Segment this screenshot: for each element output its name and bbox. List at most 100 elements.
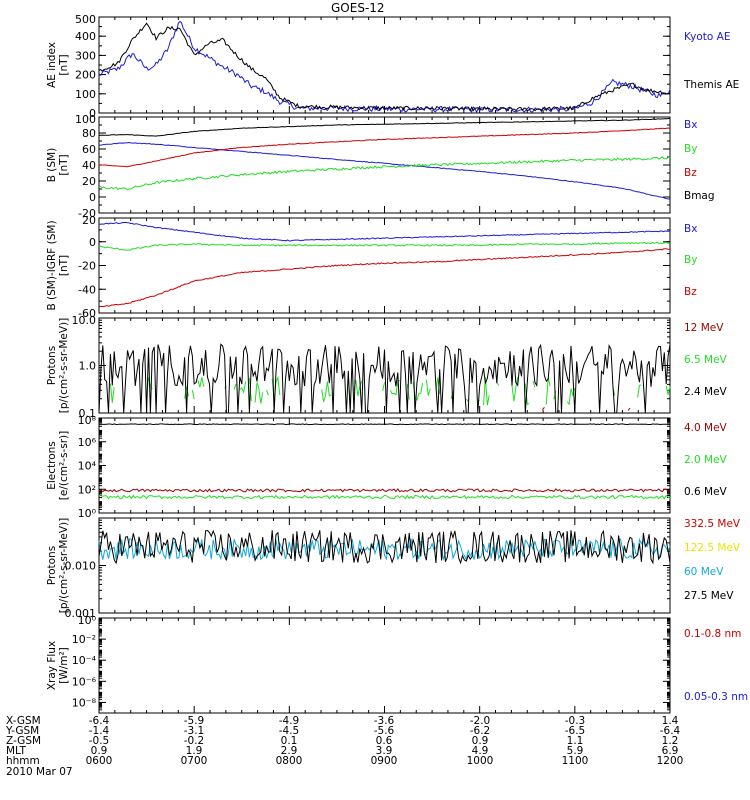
legend-4-0-mev: 4.0 MeV [684, 422, 728, 434]
ephemeris-value: -1.4 [88, 725, 110, 737]
y-tick-label: 300 [75, 49, 96, 62]
legend-12-mev: 12 MeV [684, 322, 724, 334]
y-axis-label: AE index[nT] [46, 42, 70, 88]
panel-1: 0 100 200 300 400 500 AE index[nT] Kyoto AE Them… [46, 13, 739, 120]
legend-332-5-mev: 332.5 MeV [684, 518, 741, 530]
panel-frame [98, 116, 671, 214]
series-line-2 [483, 376, 490, 406]
ephemeris-value: 1000 [466, 755, 494, 767]
y-axis-label-line: [nT] [58, 154, 70, 175]
ephemeris-value: 0800 [275, 755, 303, 767]
ephemeris-value: -4.9 [278, 715, 300, 727]
y-tick-label: -60 [78, 307, 96, 320]
y-tick-label: 10⁰ [78, 614, 97, 627]
series-line-1 [98, 221, 671, 242]
series-line-2 [239, 381, 247, 394]
plot-title: GOES-12 [331, 1, 385, 15]
y-axis-label-line: [e/(cm²-s-sr)] [58, 431, 70, 500]
ephemeris-value: 6.9 [661, 745, 679, 757]
ephemeris-value: -2.0 [469, 715, 491, 727]
y-tick-label: 1.0 [79, 360, 97, 373]
series-line-3 [98, 127, 671, 168]
y-tick-label: 20 [82, 214, 96, 227]
legend-bz: Bz [684, 286, 697, 298]
y-tick-label: 10⁻⁸ [72, 696, 97, 709]
ephemeris-value: -0.2 [183, 735, 205, 747]
y-tick-label: 10⁶ [78, 436, 97, 449]
ephemeris-value: 0.9 [471, 735, 489, 747]
legend-themis-ae: Themis AE [683, 79, 739, 91]
panel-5: 10⁰ 10² 10⁴ 10⁶ 10⁸ Electrons[e/(cm²-s-sr)] 4.… [46, 414, 728, 520]
series-line-2 [98, 494, 671, 500]
y-tick-label: 0.1 [79, 407, 97, 420]
panel-frame [98, 617, 671, 714]
y-axis-label-line: Protons [46, 546, 58, 585]
ephemeris-value: 1.2 [661, 735, 679, 747]
series-line-2 [184, 386, 189, 399]
y-axis-label-line: [W/m²] [58, 647, 70, 684]
ephemeris-value: 3.9 [375, 745, 393, 757]
y-tick-label: 10² [78, 483, 96, 496]
ephemeris-row-label: Y-GSM [6, 725, 40, 737]
ephemeris-value: 4.9 [471, 745, 489, 757]
series-line-2 [524, 383, 530, 405]
ephemeris-value: -0.5 [88, 735, 110, 747]
y-axis-label-line: [p/(cm²-s-sr-MeV)] [58, 318, 70, 413]
legend-bmag: Bmag [684, 190, 715, 202]
y-tick-label: 40 [82, 159, 96, 172]
series-line-3 [98, 343, 671, 414]
ephemeris-value: -6.4 [88, 715, 110, 727]
y-tick-label: 0 [89, 236, 96, 249]
series-line-4 [98, 529, 671, 565]
ephemeris-row-label: Z-GSM [6, 735, 42, 747]
legend-6-5-mev: 6.5 MeV [684, 354, 728, 366]
series-line-2 [545, 377, 551, 405]
ephemeris-value: 0.1 [280, 735, 298, 747]
series-line-2 [98, 241, 671, 251]
series-line-1 [98, 20, 671, 114]
y-tick-label: 10⁸ [78, 414, 97, 427]
legend-bx: Bx [684, 223, 697, 235]
panel-3: -60 -40 -20 0 20 B (SM)-IGRF (SM)[nT] Bx By Bz [46, 214, 697, 320]
series-line-1 [627, 407, 631, 411]
y-axis-label: Protons[p/(cm²-s-sr-MeV)] [46, 318, 70, 413]
series-line-2 [191, 389, 195, 400]
series-line-2 [266, 389, 269, 396]
series-line-2 [637, 384, 642, 398]
series-line-4 [98, 117, 671, 137]
series-line-2 [233, 383, 237, 390]
series-line-1 [98, 488, 671, 493]
series-line-2 [98, 22, 671, 113]
ephemeris-value: 1.1 [566, 735, 584, 747]
series-line-1 [98, 141, 671, 200]
y-tick-label: 0 [89, 191, 96, 204]
ephemeris-value: -5.9 [183, 715, 205, 727]
ephemeris-value: 1200 [656, 755, 684, 767]
legend-0-1-0-8-nm: 0.1-0.8 nm [684, 628, 741, 640]
series-line-2 [98, 156, 670, 191]
ephemeris-row-label: MLT [6, 745, 26, 757]
panel-frame [98, 517, 671, 614]
legend-kyoto-ae: Kyoto AE [684, 31, 730, 43]
ephemeris-value: 0900 [370, 755, 398, 767]
y-tick-label: -20 [78, 260, 96, 273]
y-tick-label: 60 [82, 143, 96, 156]
y-tick-label: 10⁰ [78, 507, 97, 520]
y-tick-label: 500 [75, 13, 96, 26]
y-axis-label: B (SM)-IGRF (SM)[nT] [46, 220, 70, 310]
legend-bx: Bx [684, 119, 697, 131]
series-line-1 [542, 406, 545, 411]
ephemeris-value: 1.9 [185, 745, 203, 757]
y-axis-label-line: B (SM) [46, 148, 58, 182]
y-tick-label: 200 [75, 69, 96, 82]
series-line-3 [98, 248, 671, 308]
ephemeris-value: -4.5 [278, 725, 300, 737]
series-line-2 [465, 398, 469, 402]
series-line-2 [197, 377, 205, 388]
ephemeris-value: -3.1 [183, 725, 205, 737]
y-tick-label: 400 [75, 30, 96, 43]
y-axis-label-line: Xray Flux [46, 641, 58, 690]
